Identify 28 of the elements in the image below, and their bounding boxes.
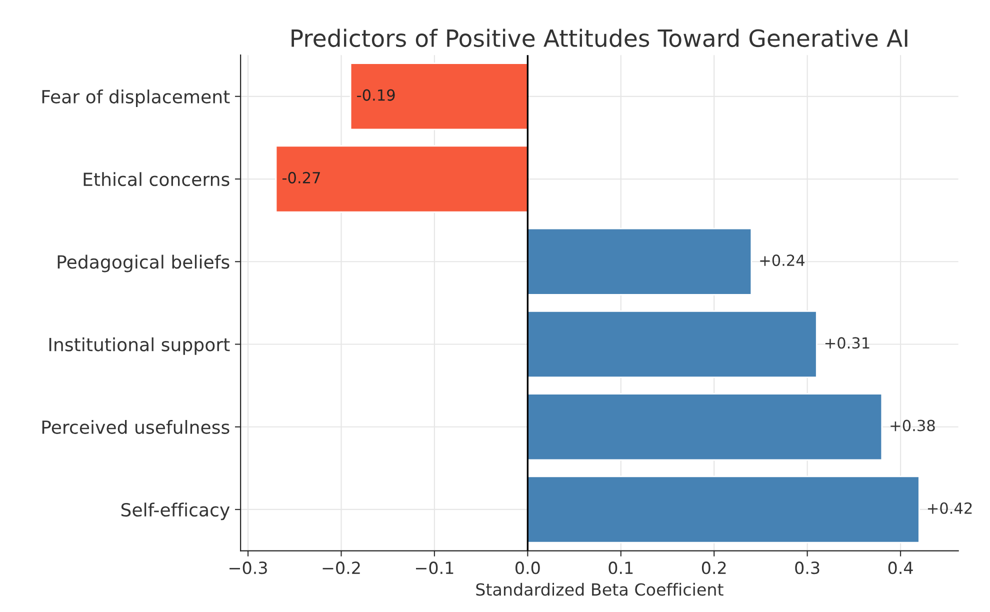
x-tick-label: 0.0 (516, 562, 540, 574)
x-tick-label: −0.2 (322, 562, 360, 574)
y-tick-label: Ethical concerns (84, 172, 230, 186)
data-label: -0.19 (357, 89, 395, 101)
bar (526, 310, 818, 378)
x-tick-label: −0.3 (230, 562, 267, 574)
data-label: +0.42 (928, 502, 972, 514)
y-tick-label: Perceived usefulness (42, 420, 230, 434)
bar (526, 393, 883, 461)
x-tick-label: 0.3 (795, 562, 820, 574)
x-tick-label: 0.1 (608, 562, 633, 574)
y-tick-label: Self-efficacy (121, 502, 230, 520)
chart-title: Predictors of Positive Attitudes Toward Generative AI (292, 28, 908, 48)
data-label: +0.38 (890, 420, 935, 432)
bar (526, 228, 752, 296)
data-label: +0.31 (825, 337, 870, 349)
y-tick-label: Pedagogical beliefs (58, 254, 230, 272)
x-tick-label: 0.4 (888, 562, 913, 574)
data-label: +0.24 (760, 254, 805, 266)
x-axis-title: Standardized Beta Coefficient (476, 582, 724, 596)
y-tick-label: Fear of displacement (42, 90, 230, 108)
bar (350, 62, 528, 130)
y-tick-label: Institutional support (49, 337, 230, 355)
bar (275, 145, 528, 213)
data-label: -0.27 (282, 172, 320, 184)
bar (526, 476, 920, 544)
x-tick-label: −0.1 (416, 562, 454, 574)
x-tick-label: 0.2 (702, 562, 726, 574)
